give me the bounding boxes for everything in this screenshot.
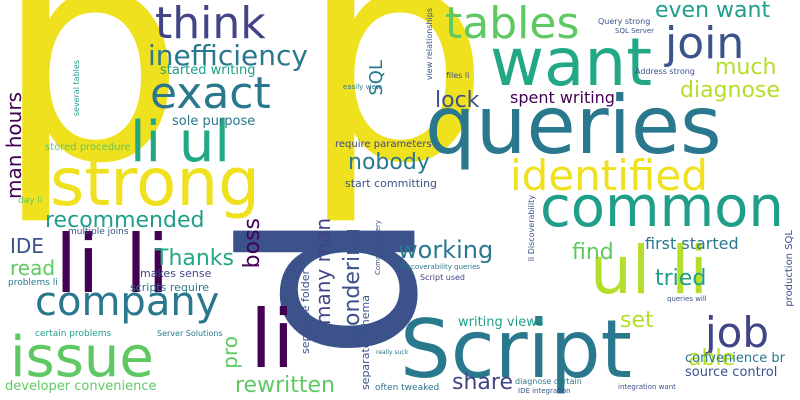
- word-li-ul: li ul: [130, 110, 230, 175]
- word-queries-will: queries will: [667, 295, 707, 303]
- word-discoverability-queries: Discoverability queries: [400, 263, 481, 271]
- word-scripts-require: scripts require: [130, 281, 209, 294]
- word-able: able: [688, 346, 736, 371]
- word-want: want: [490, 24, 653, 101]
- word-li-discoverability: li Discoverability: [527, 195, 536, 262]
- word-spent-writing: spent writing: [510, 88, 615, 107]
- word-boss: boss: [240, 218, 265, 269]
- word-started-writing: started writing: [160, 63, 256, 78]
- word-diagnose-certain: diagnose certain: [515, 377, 582, 386]
- word-read: read: [10, 256, 56, 280]
- word-share: share: [452, 370, 513, 395]
- word-tables: tables: [445, 0, 580, 49]
- word-set: set: [620, 308, 654, 333]
- word-queries: queries: [425, 79, 722, 172]
- word-ul-li: ul li: [590, 232, 708, 309]
- word-sole-purpose: sole purpose: [172, 114, 256, 129]
- word-p-large-right: p: [300, 0, 491, 229]
- word-recommended: recommended: [45, 208, 205, 233]
- word-man-hours: man hours: [2, 92, 26, 200]
- word-easily-view: easily view: [343, 83, 382, 91]
- word-think: think: [155, 0, 266, 49]
- word-view-relationships: view relationships: [425, 8, 434, 81]
- word-makes-sense: makes sense: [140, 267, 212, 280]
- word-sql-server: SQL Server: [615, 27, 655, 35]
- word-integration-want: integration want: [618, 383, 676, 391]
- word-issue: issue: [10, 325, 154, 390]
- word-find: find: [572, 240, 614, 265]
- word-production-sql: production SQL: [784, 230, 795, 307]
- word-query-strong: Query strong: [598, 17, 651, 26]
- word-strong: strong: [50, 144, 261, 221]
- word-stored-procedure: stored procedure: [45, 142, 131, 153]
- word-common: common: [540, 175, 784, 240]
- word-source-control: source control: [685, 365, 778, 380]
- word-thanks: Thanks: [155, 246, 235, 271]
- word-multiple-joins: multiple joins: [68, 227, 129, 237]
- word-exact: exact: [150, 68, 271, 119]
- word-join: join: [665, 18, 745, 69]
- word-address-strong: Address strong: [635, 67, 695, 76]
- word-several-tables: several tables: [72, 60, 81, 117]
- word-li-li: li li: [55, 218, 170, 311]
- word-rewritten: rewritten: [235, 373, 335, 398]
- word-pro: pro: [218, 336, 242, 369]
- word-problems-li: problems li: [8, 278, 58, 288]
- word-ide: IDE: [10, 234, 44, 258]
- word-lock: lock: [435, 88, 480, 113]
- word-script: Script: [400, 303, 633, 396]
- word-company: company: [35, 279, 220, 325]
- word-start-committing: start committing: [345, 177, 438, 190]
- word-often-tweaked: often tweaked: [375, 383, 440, 393]
- word-nobody: nobody: [348, 150, 430, 175]
- word-diagnose: diagnose: [680, 78, 780, 103]
- word-require-parameters: require parameters: [335, 139, 432, 150]
- word-inefficiency: inefficiency: [148, 39, 308, 72]
- word-day-li: day li: [18, 196, 43, 206]
- word-ide-integration: IDE integration: [518, 387, 571, 395]
- word-p-large-left: p: [0, 0, 186, 229]
- word-even-want: even want: [655, 0, 771, 23]
- word-developer-convenience: developer convenience: [5, 379, 157, 394]
- word-job: job: [705, 308, 770, 357]
- word-many-man: many man: [311, 218, 335, 326]
- word-certain-problems: certain problems: [35, 329, 112, 339]
- word-common-query: Common Query: [374, 220, 382, 276]
- word-really-suck: really suck: [376, 349, 409, 356]
- word-much: much: [715, 55, 777, 80]
- word-working: working: [398, 236, 494, 264]
- word-li: li: [250, 293, 295, 386]
- word-tried: tried: [655, 266, 707, 291]
- word-first-started: first started: [645, 234, 739, 253]
- word-convenience-br: convenience br: [685, 351, 785, 366]
- word-separate-schema: separate schema: [359, 295, 372, 391]
- word-separate-folder: separate folder: [299, 270, 312, 354]
- word-identified: identified: [510, 151, 708, 200]
- word-server-solutions: Server Solutions: [157, 329, 223, 338]
- word-writing-views: writing views: [458, 315, 544, 330]
- word-files-li: files li: [446, 71, 470, 80]
- word-script-used: Script used: [420, 273, 465, 282]
